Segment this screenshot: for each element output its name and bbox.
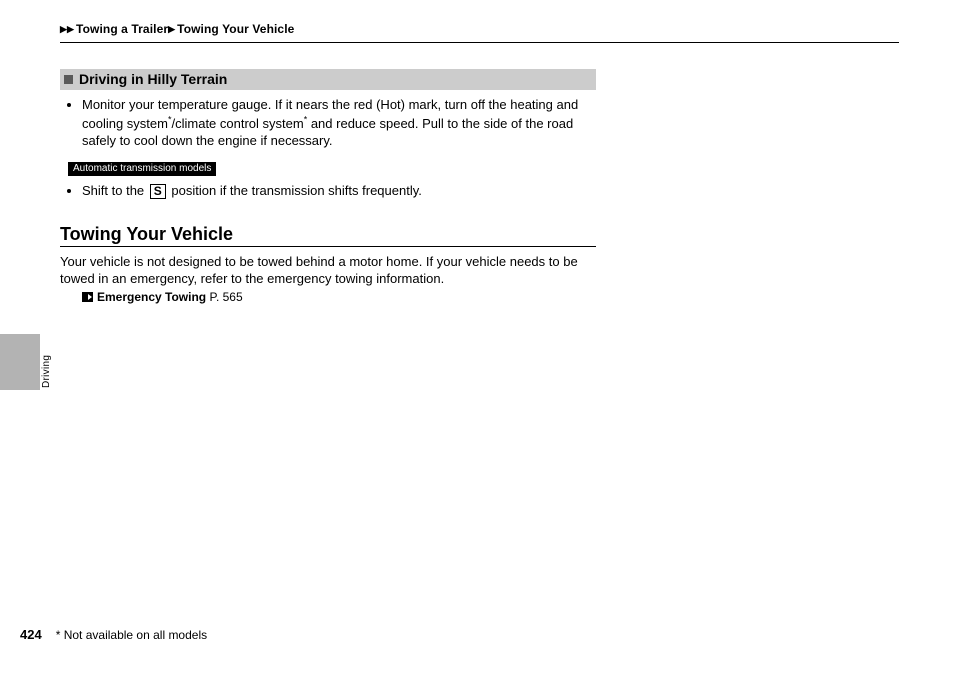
bullet-list-2: Shift to the S position if the transmiss… — [60, 182, 596, 200]
breadcrumb-part-2: Towing Your Vehicle — [177, 22, 294, 36]
bullet-2-post: position if the transmission shifts freq… — [168, 183, 422, 198]
breadcrumb-sep-2: ▶ — [168, 24, 175, 34]
heading-towing-your-vehicle: Towing Your Vehicle — [60, 224, 596, 247]
side-tab — [0, 334, 40, 390]
transmission-badge: Automatic transmission models — [68, 162, 216, 176]
content-column: Driving in Hilly Terrain Monitor your te… — [60, 69, 596, 304]
subheading-text: Driving in Hilly Terrain — [79, 71, 227, 87]
top-rule — [60, 42, 899, 43]
breadcrumb-sep-1: ▶▶ — [60, 24, 74, 34]
page-footer: 424 * Not available on all models — [20, 627, 207, 642]
ref-label: Emergency Towing — [97, 290, 206, 304]
page-number: 424 — [20, 627, 42, 642]
list-item: Monitor your temperature gauge. If it ne… — [82, 96, 596, 150]
side-section-label: Driving — [41, 355, 52, 388]
ref-arrow-icon — [82, 292, 93, 302]
bullet-2-pre: Shift to the — [82, 183, 148, 198]
cross-reference: Emergency Towing P. 565 — [60, 290, 596, 304]
breadcrumb-part-1: Towing a Trailer — [76, 22, 168, 36]
square-bullet-icon — [64, 75, 73, 84]
towing-paragraph: Your vehicle is not designed to be towed… — [60, 253, 596, 288]
ref-page: P. 565 — [209, 290, 242, 304]
breadcrumb: ▶▶Towing a Trailer▶Towing Your Vehicle — [60, 22, 899, 36]
gear-s-box: S — [150, 184, 166, 199]
footnote: * Not available on all models — [56, 628, 207, 642]
bullet-text-1: Monitor your temperature gauge. If it ne… — [82, 97, 578, 148]
subheading-hilly-terrain: Driving in Hilly Terrain — [60, 69, 596, 90]
bullet-list-1: Monitor your temperature gauge. If it ne… — [60, 96, 596, 150]
page-root: ▶▶Towing a Trailer▶Towing Your Vehicle D… — [0, 0, 954, 674]
list-item: Shift to the S position if the transmiss… — [82, 182, 596, 200]
